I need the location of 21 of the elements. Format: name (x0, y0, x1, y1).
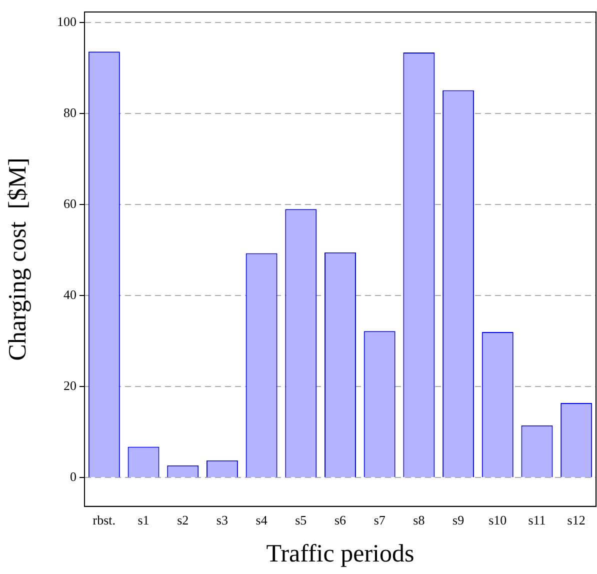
x-tick-label: s11 (528, 512, 546, 528)
x-tick-label: s4 (256, 512, 268, 528)
x-axis-title: Traffic periods (266, 540, 414, 568)
x-tick-label: s10 (488, 512, 507, 528)
y-tick-label: 100 (57, 14, 76, 29)
y-tick-label: 60 (64, 196, 76, 211)
y-tick-label: 80 (64, 104, 76, 120)
x-tick-label: rbst. (92, 512, 116, 528)
x-tick-label: s7 (374, 512, 386, 528)
x-tick-label: s5 (295, 512, 307, 528)
x-tick-label: s12 (567, 512, 586, 528)
x-tick-label: s8 (413, 512, 425, 528)
y-tick-label: 20 (64, 378, 76, 394)
y-axis-title: Charging cost [$M] (4, 158, 32, 361)
x-tick-label: s9 (452, 512, 464, 528)
x-tick-label: s2 (177, 512, 189, 528)
x-tick-label: s6 (334, 512, 347, 528)
x-tick-label: s1 (138, 512, 150, 528)
x-tick-label: s3 (216, 512, 228, 528)
y-tick-label: 0 (70, 469, 76, 484)
y-tick-label: 40 (64, 287, 76, 302)
